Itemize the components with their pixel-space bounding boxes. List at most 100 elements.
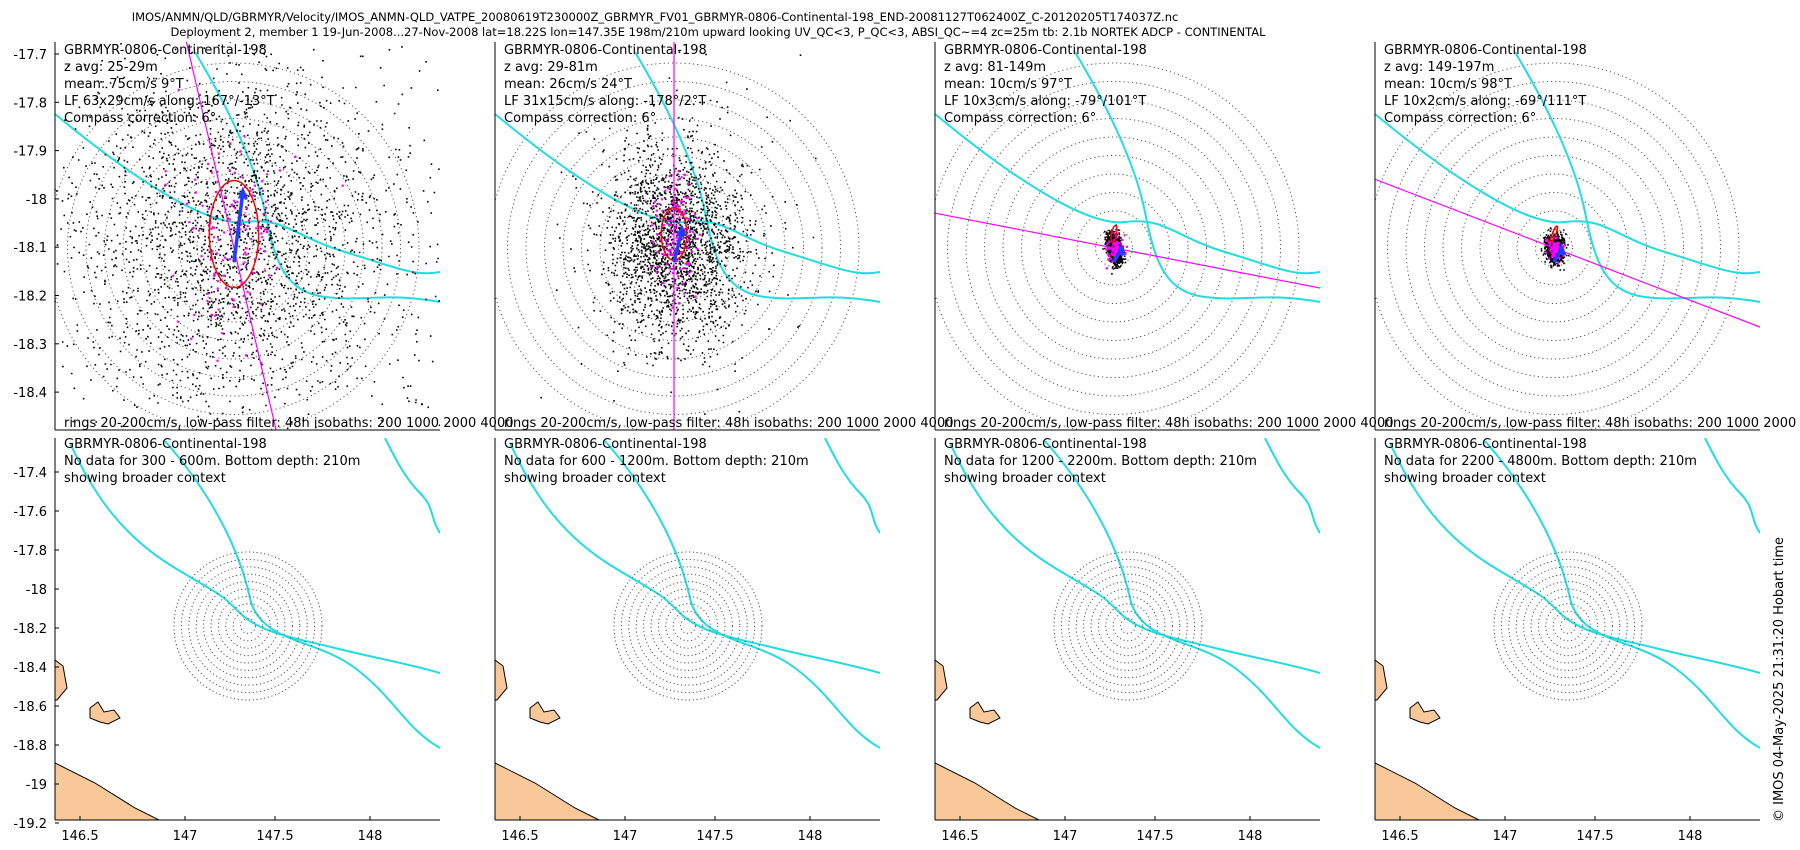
speed-ring <box>635 573 741 679</box>
speed-ring <box>240 618 256 634</box>
context-map-panel-4: GBRMYR-0806-Continental-198 No data for 2… <box>1374 437 1760 844</box>
isobath-1000m-line <box>1074 51 1320 303</box>
y-tick-label-bottom: -19.2 <box>13 817 47 832</box>
mean-vector-arrowhead <box>237 186 248 199</box>
speed-ring <box>1535 229 1574 267</box>
panel-annotation: GBRMYR-0806-Continental-198 <box>944 43 1147 58</box>
isobath-200m-line <box>949 442 1320 674</box>
context-map-panel-2: GBRMYR-0806-Continental-198 No data for 6… <box>494 437 880 844</box>
panel-annotation: GBRMYR-0806-Continental-198 <box>504 437 707 452</box>
coastline-land <box>55 659 68 701</box>
speed-ring <box>1060 558 1196 694</box>
speed-ring <box>643 581 733 671</box>
x-tick-label: 146.5 <box>1381 829 1418 844</box>
x-tick-label: 147 <box>613 829 638 844</box>
speed-ring <box>1560 618 1576 634</box>
speed-ring <box>1545 603 1591 649</box>
x-tick-label: 146.5 <box>61 829 98 844</box>
isobath-200m-line <box>1375 113 1760 275</box>
panel-annotation: mean: 26cm/s 24°T <box>504 77 632 92</box>
speed-ring <box>1375 62 1740 430</box>
speed-ring <box>141 155 328 341</box>
low-pass-points <box>1105 231 1128 270</box>
isobath-1000m-line <box>604 440 880 749</box>
mainland-coast <box>55 762 161 820</box>
isobath-200m-line <box>1389 442 1760 674</box>
speed-ring <box>620 558 756 694</box>
isobath-2000m-line <box>384 438 440 534</box>
panel-annotation: LF 63x29cm/s along: 167°/-13°T <box>64 94 275 109</box>
speed-ring <box>232 610 264 642</box>
isobath-200m-line <box>69 442 440 674</box>
speed-ring <box>188 566 308 686</box>
speed-ring <box>1090 588 1166 664</box>
speed-ring <box>1068 566 1188 686</box>
island-land <box>529 701 561 725</box>
panel-annotation: Compass correction: 6° <box>1384 111 1536 126</box>
mean-current-vector <box>232 192 245 263</box>
x-tick-label: 147 <box>173 829 198 844</box>
x-tick-label: 148 <box>1238 829 1263 844</box>
speed-ring <box>650 588 726 664</box>
speed-ring <box>1053 551 1203 701</box>
speed-ring <box>1095 229 1134 267</box>
panel-annotation: GBRMYR-0806-Continental-198 <box>64 437 267 452</box>
speed-ring <box>655 229 694 267</box>
isobath-1000m-line <box>1044 440 1320 749</box>
panel-annotation: mean: 75cm/s 9°T <box>64 77 184 92</box>
isobath-1000m-line <box>1514 51 1760 303</box>
panel-annotation: z avg: 81-149m <box>944 60 1046 75</box>
speed-ring <box>672 610 704 642</box>
speed-ring <box>1479 173 1629 323</box>
variance-ellipse <box>1549 225 1559 243</box>
speed-ring <box>680 618 696 634</box>
speed-ring <box>1076 210 1152 286</box>
coastline-land <box>1375 659 1388 701</box>
y-tick-label-top: -18.4 <box>13 386 47 401</box>
speed-ring <box>628 566 748 686</box>
y-tick-label-top: -18.3 <box>13 338 47 353</box>
speed-ring <box>1552 610 1584 642</box>
panel-annotation: showing broader context <box>504 471 666 486</box>
y-tick-label-bottom: -18 <box>26 583 47 598</box>
velocity-panel-4: GBRMYR-0806-Continental-198 z avg: 149-19… <box>1374 42 1800 431</box>
y-tick-label-bottom: -17.8 <box>13 544 47 559</box>
x-tick-label: 146.5 <box>501 829 538 844</box>
x-tick-label: 148 <box>798 829 823 844</box>
panel-annotation: LF 10x2cm/s along: -69°/111°T <box>1384 94 1586 109</box>
speed-ring <box>1021 155 1208 341</box>
isobath-2000m-line <box>824 438 880 534</box>
x-tick-label: 148 <box>1678 829 1703 844</box>
panel-annotation: z avg: 149-197m <box>1384 60 1494 75</box>
velocity-panel-1: GBRMYR-0806-Continental-198 z avg: 25-29m… <box>54 42 514 431</box>
y-tick-label-bottom: -17.4 <box>13 466 47 481</box>
isobath-1000m-line <box>164 440 440 749</box>
low-pass-points <box>164 88 344 365</box>
speed-ring <box>1097 595 1159 657</box>
speed-ring <box>122 136 346 360</box>
low-pass-points <box>1545 236 1567 264</box>
mainland-coast <box>935 762 1041 820</box>
y-tick-label-bottom: -18.6 <box>13 700 47 715</box>
y-tick-label-bottom: -17.6 <box>13 505 47 520</box>
speed-ring <box>1387 81 1722 415</box>
isobath-2000m-line <box>1264 438 1320 534</box>
principal-axis-line <box>185 42 277 430</box>
mean-vector-arrowhead <box>1556 243 1567 256</box>
mean-vector-arrowhead <box>1116 242 1127 255</box>
panel-annotation: GBRMYR-0806-Continental-198 <box>504 43 707 58</box>
context-map-panel-3: GBRMYR-0806-Continental-198 No data for 1… <box>934 437 1320 844</box>
x-tick-label: 147.5 <box>256 829 293 844</box>
panel-annotation: mean: 10cm/s 98°T <box>1384 77 1512 92</box>
speed-ring <box>215 229 254 267</box>
velocity-panel-2: GBRMYR-0806-Continental-198 z avg: 29-81m… <box>494 42 954 431</box>
x-tick-label: 147.5 <box>1136 829 1173 844</box>
panel-annotation: No data for 2200 - 4800m. Bottom depth: … <box>1384 454 1697 469</box>
panel-annotation: No data for 300 - 600m. Bottom depth: 21… <box>64 454 360 469</box>
island-land <box>969 701 1001 725</box>
island-land <box>89 701 121 725</box>
isobath-1000m-line <box>634 51 880 303</box>
speed-ring <box>55 62 420 430</box>
velocity-scatter-points <box>55 42 440 430</box>
